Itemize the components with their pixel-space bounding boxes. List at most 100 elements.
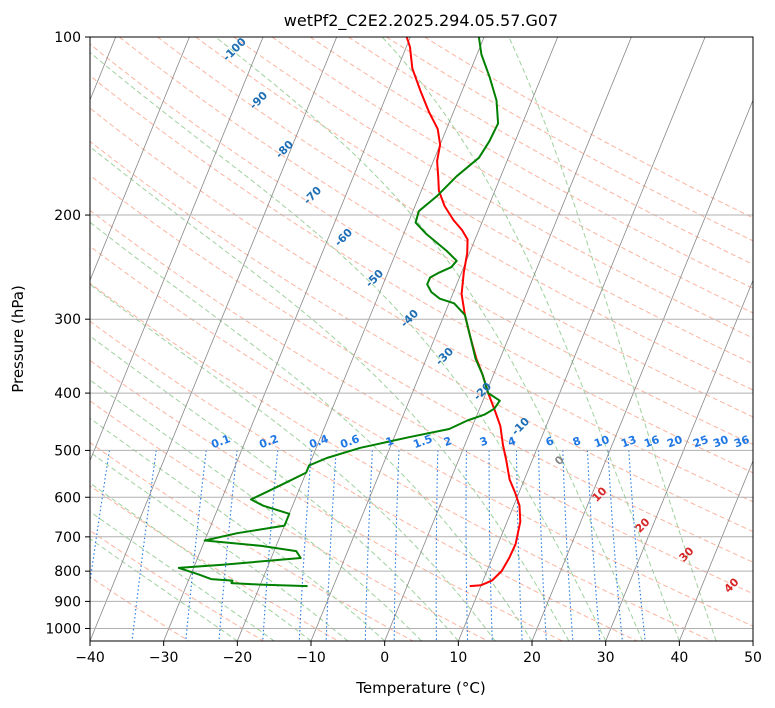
moist-adiabat-line: [90, 51, 607, 641]
mixing-ratio-label: 1.5: [411, 432, 434, 451]
dewpoint-profile-line: [177, 37, 501, 588]
moist-adiabat-line: [90, 482, 312, 641]
x-tick-label: −40: [75, 650, 105, 666]
dry-adiabat-line: [157, 37, 753, 391]
y-tick-label: 800: [54, 564, 81, 580]
mixing-ratio-label: 3: [478, 434, 490, 449]
x-axis-label: Temperature (°C): [355, 679, 485, 697]
mixing-ratio-label: 4: [506, 434, 518, 449]
isotherm-line: [384, 37, 632, 641]
x-tick-label: 0: [380, 650, 389, 666]
mixing-ratio-line: [515, 450, 523, 641]
moist-adiabat-line: [508, 37, 717, 641]
mixing-ratio-label: 6: [544, 434, 556, 449]
y-tick-label: 300: [54, 312, 81, 328]
isotherm-line: [310, 37, 559, 641]
moist-adiabat-line: [90, 451, 349, 641]
dry-adiabat-line: [90, 107, 753, 503]
isotherm-line: [90, 37, 338, 641]
y-axis-label: Pressure (hPa): [9, 285, 27, 393]
moist-adiabat-line: [90, 221, 533, 641]
isotherm-line: [679, 459, 753, 641]
isotherm-line: [90, 37, 264, 462]
y-tick-label: 100: [54, 30, 81, 46]
mixing-ratio-label: 8: [571, 434, 583, 449]
mixing-ratio-label: 2: [442, 434, 454, 449]
mixing-ratio-line: [364, 450, 373, 641]
x-tick-label: 30: [597, 650, 615, 666]
moist-adiabat-line: [90, 510, 275, 641]
mixing-ratio-line: [185, 450, 207, 641]
y-tick-label: 200: [54, 208, 81, 224]
y-tick-label: 600: [54, 490, 81, 506]
chart-title: wetPf2_C2E2.2025.294.05.57.G07: [284, 11, 558, 31]
moist-adiabat-line: [90, 538, 238, 641]
mixing-ratio-label: 0.1: [209, 432, 232, 451]
background-lines: [90, 37, 753, 641]
mixing-ratio-label: 25: [691, 433, 710, 450]
x-tick-label: 50: [744, 650, 762, 666]
mixing-ratio-line: [465, 450, 469, 641]
dry-adiabat-line: [90, 245, 753, 627]
x-tick-label: −30: [149, 650, 179, 666]
x-tick-label: 40: [670, 650, 688, 666]
mixing-ratio-label: 0.4: [307, 432, 330, 451]
y-axis-ticks: 100 200 300 400 500 600 700 800 900 1000: [45, 30, 90, 637]
dry-adiabat-line: [90, 320, 638, 641]
dry-adiabat-line: [90, 282, 712, 641]
x-tick-label: 10: [449, 650, 467, 666]
isotherm-line: [236, 37, 485, 641]
dry-adiabat-line: [90, 529, 264, 641]
mixing-ratio-label: 20: [665, 433, 684, 451]
mixing-ratio-line: [325, 450, 337, 641]
mixing-ratio-label: 0.6: [338, 432, 361, 451]
mixing-ratio-line: [131, 450, 157, 641]
mixing-ratio-line: [262, 450, 279, 641]
mixing-ratio-label: 16: [642, 433, 661, 451]
mixing-ratio-line: [538, 450, 547, 641]
moist-adiabat-line: [90, 283, 496, 641]
plot-frame: [89, 36, 754, 642]
mixing-ratio-line: [393, 450, 400, 641]
mixing-ratio-line: [586, 450, 601, 641]
dry-adiabat-line: [309, 37, 753, 289]
mixing-ratio-line: [435, 450, 439, 641]
y-tick-label: 900: [54, 594, 81, 610]
mixing-ratio-line: [607, 450, 623, 641]
dry-adiabat-line: [271, 37, 753, 314]
dry-adiabat-line: [90, 400, 488, 641]
dry-adiabat-line: [90, 576, 190, 641]
x-tick-label: 20: [523, 650, 541, 666]
mixing-ratio-label: 0.2: [257, 432, 280, 451]
x-tick-label: −10: [296, 650, 326, 666]
dry-adiabat-line: [90, 442, 414, 641]
dry-adiabat-line: [118, 37, 753, 418]
plot-background: [90, 37, 753, 641]
dry-adiabat-line: [90, 140, 753, 533]
x-tick-label: −20: [223, 650, 253, 666]
mixing-ratio-label: 1: [384, 434, 396, 449]
moist-adiabat-line: [90, 335, 459, 641]
y-tick-label: 700: [54, 530, 81, 546]
dry-adiabat-line: [90, 209, 753, 595]
mixing-ratio-label: 36: [732, 433, 751, 451]
y-tick-label: 500: [54, 443, 81, 459]
moist-adiabat-line: [381, 37, 680, 641]
mixing-ratio-line: [218, 450, 238, 641]
moist-adiabat-line: [90, 146, 570, 641]
profile-lines: [177, 37, 522, 588]
mixing-ratio-label: 10: [592, 433, 611, 451]
mixing-ratio-label: 13: [619, 433, 638, 450]
moist-adiabat-line: [90, 379, 422, 641]
mixing-ratio-line: [562, 450, 574, 641]
mixing-ratio-label: 30: [711, 433, 730, 451]
y-tick-label: 1000: [45, 621, 81, 637]
grid-lines: [90, 37, 753, 641]
x-axis-ticks: −40 −30 −20 −10 0 10 20 30 40 50: [75, 641, 762, 666]
isotherm-line: [458, 37, 706, 641]
isotherm-line: [531, 99, 753, 641]
isotherm-line: [90, 37, 190, 282]
mixing-ratio-line: [298, 450, 312, 641]
isotherm-line: [605, 279, 753, 641]
